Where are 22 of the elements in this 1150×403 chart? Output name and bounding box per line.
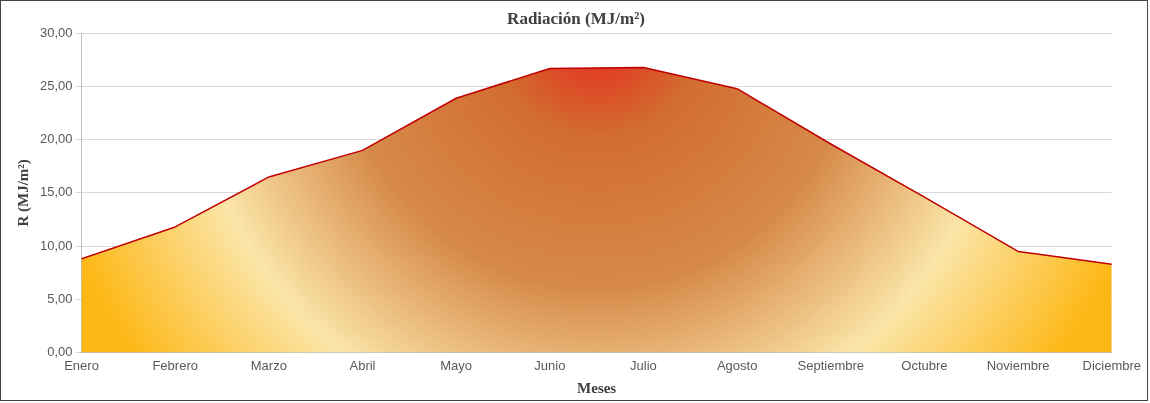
x-tick-label: Noviembre — [986, 357, 1050, 373]
x-tick-label: Julio — [630, 357, 657, 373]
x-tick-label: Enero — [64, 357, 99, 373]
x-tick-label: Marzo — [250, 357, 287, 373]
y-tick-label: 25,00 — [39, 78, 73, 94]
y-tick-label: 30,00 — [39, 24, 73, 40]
y-tick-label: 15,00 — [39, 184, 73, 200]
x-tick-label: Mayo — [440, 357, 473, 373]
y-tick-label: 10,00 — [39, 237, 73, 253]
x-tick-label: Abril — [349, 357, 376, 373]
y-axis-title: R (MJ/m²) — [14, 159, 32, 227]
x-axis-title: Meses — [577, 379, 617, 396]
x-tick-label: Septiembre — [797, 357, 865, 373]
x-tick-label: Diciembre — [1082, 357, 1141, 373]
y-tick-label: 20,00 — [39, 131, 73, 147]
y-tick-label: 0,00 — [47, 343, 73, 359]
x-tick-label: Junio — [534, 357, 566, 373]
chart-title: Radiación (MJ/m²) — [507, 8, 645, 28]
x-tick-label: Octubre — [901, 357, 948, 373]
y-tick-label: 5,00 — [47, 290, 73, 306]
x-tick-label: Febrero — [152, 357, 198, 373]
x-tick-label: Agosto — [716, 357, 758, 373]
